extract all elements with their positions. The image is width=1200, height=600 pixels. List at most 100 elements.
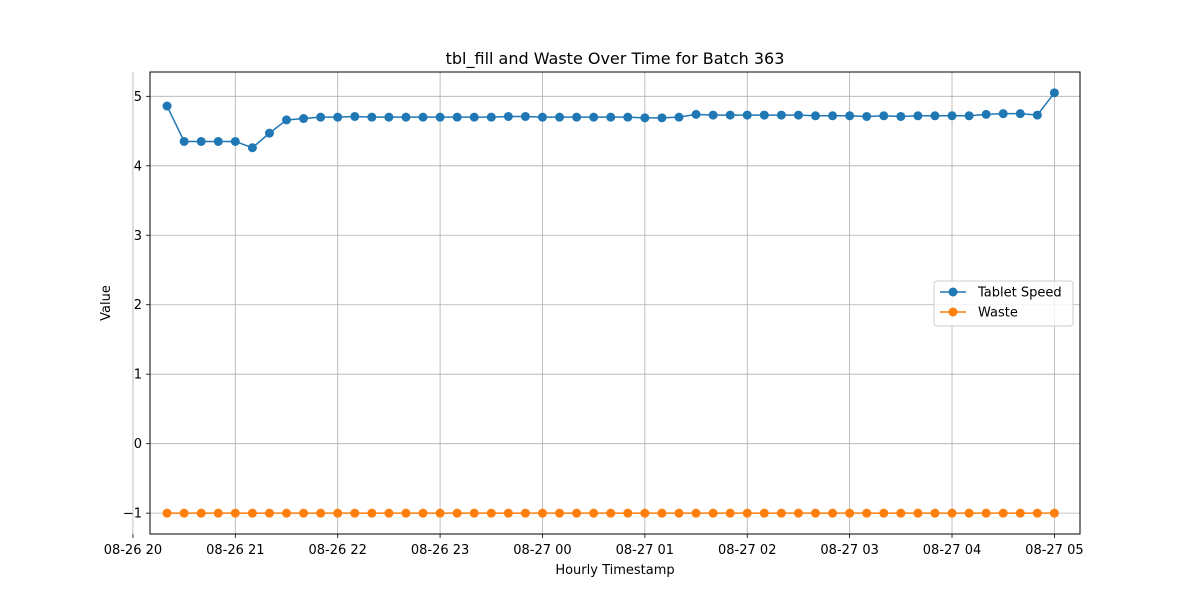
data-point	[435, 508, 445, 518]
data-point	[759, 508, 769, 518]
legend-marker	[948, 307, 958, 317]
data-point	[452, 112, 462, 122]
data-point	[776, 508, 786, 518]
data-point	[623, 508, 633, 518]
x-tick-label: 08-27 01	[616, 543, 674, 558]
data-point	[333, 508, 343, 518]
data-point	[742, 508, 752, 518]
data-point	[947, 111, 957, 121]
data-point	[896, 111, 906, 121]
data-point	[708, 110, 718, 120]
legend-box	[933, 280, 1074, 327]
data-point	[367, 508, 377, 518]
data-point	[862, 111, 872, 121]
chart-title: tbl_fill and Waste Over Time for Batch 3…	[446, 49, 785, 69]
legend-marker	[948, 287, 958, 297]
data-point	[350, 508, 360, 518]
data-point	[674, 112, 684, 122]
data-point	[879, 111, 889, 121]
data-point	[282, 115, 292, 125]
data-point	[691, 109, 701, 119]
data-point	[981, 109, 991, 119]
data-point	[964, 508, 974, 518]
data-point	[930, 111, 940, 121]
data-point	[1015, 508, 1025, 518]
data-point	[725, 110, 735, 120]
x-tick-label: 08-27 05	[1025, 543, 1083, 558]
data-point	[657, 113, 667, 123]
data-point	[913, 111, 923, 121]
data-point	[998, 109, 1008, 119]
data-point	[384, 112, 394, 122]
data-point	[793, 110, 803, 120]
data-point	[793, 508, 803, 518]
y-axis: −1 0 1 2 3 4 5	[123, 90, 150, 522]
data-point	[964, 111, 974, 121]
data-point	[981, 508, 991, 518]
data-point	[213, 136, 223, 146]
data-point	[589, 508, 599, 518]
data-point	[520, 508, 530, 518]
data-point	[469, 112, 479, 122]
legend-label: Tablet Speed	[977, 286, 1062, 301]
legend: Tablet Speed Waste	[933, 280, 1074, 327]
x-axis: 08-26 20 08-26 21 08-26 22 08-26 23 08-27 00…	[104, 534, 1084, 558]
plot-area-frame	[149, 71, 1081, 535]
data-point	[998, 508, 1008, 518]
data-point	[759, 110, 769, 120]
data-point	[196, 508, 206, 518]
data-point	[947, 508, 957, 518]
data-point	[179, 136, 189, 146]
data-point	[367, 112, 377, 122]
data-point	[196, 136, 206, 146]
data-point	[691, 508, 701, 518]
data-point	[503, 508, 513, 518]
data-point	[316, 112, 326, 122]
data-point	[384, 508, 394, 518]
x-tick-label: 08-26 23	[411, 543, 469, 558]
series-tablet-speed	[162, 88, 1059, 153]
data-point	[828, 111, 838, 121]
data-point	[486, 112, 496, 122]
series-layer	[162, 88, 1059, 518]
data-point	[162, 101, 172, 111]
data-point	[862, 508, 872, 518]
data-point	[537, 508, 547, 518]
data-point	[879, 508, 889, 518]
data-point	[811, 111, 821, 121]
data-point	[606, 112, 616, 122]
data-point	[350, 111, 360, 121]
data-point	[230, 508, 240, 518]
data-point	[418, 508, 428, 518]
x-tick-label: 08-27 04	[923, 543, 981, 558]
y-tick-label: 1	[134, 368, 142, 383]
data-point	[452, 508, 462, 518]
data-point	[674, 508, 684, 518]
data-point	[930, 508, 940, 518]
y-tick-label: 3	[134, 229, 142, 244]
data-point	[264, 508, 274, 518]
data-point	[555, 508, 565, 518]
legend-item: Tablet Speed	[940, 286, 1062, 301]
data-point	[828, 508, 838, 518]
data-point	[333, 112, 343, 122]
data-point	[555, 112, 565, 122]
data-point	[537, 112, 547, 122]
legend-label: Waste	[978, 306, 1018, 321]
data-point	[401, 112, 411, 122]
data-point	[316, 508, 326, 518]
data-point	[282, 508, 292, 518]
data-point	[708, 508, 718, 518]
data-point	[230, 136, 240, 146]
data-point	[469, 508, 479, 518]
x-tick-label: 08-26 20	[104, 543, 162, 558]
data-point	[896, 508, 906, 518]
data-point	[299, 508, 309, 518]
data-point	[1015, 109, 1025, 119]
data-point	[213, 508, 223, 518]
data-point	[725, 508, 735, 518]
data-point	[623, 112, 633, 122]
x-tick-label: 08-26 22	[308, 543, 366, 558]
x-tick-label: 08-27 03	[820, 543, 878, 558]
data-point	[640, 113, 650, 123]
